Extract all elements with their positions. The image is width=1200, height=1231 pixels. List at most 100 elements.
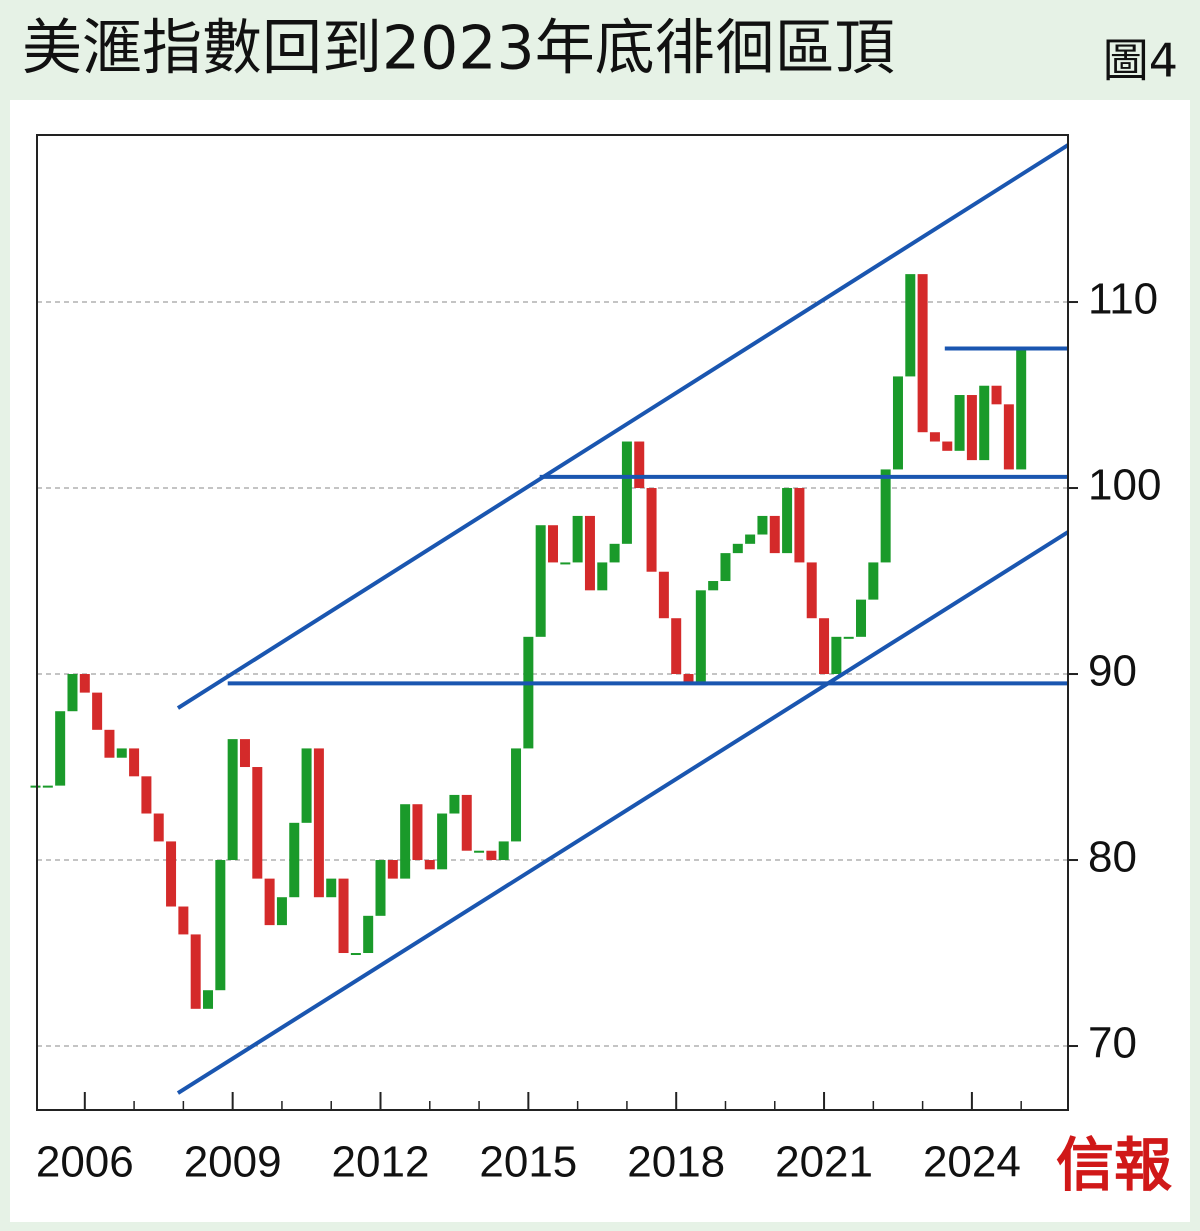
x-tick-label: 2018 [627,1138,725,1187]
candle [178,906,189,935]
candle [843,636,854,639]
candle [547,525,558,563]
candle [375,860,386,916]
candle [338,878,349,954]
y-tick-label: 100 [1088,461,1161,510]
x-tick-label: 2012 [332,1138,430,1187]
x-tick-label: 2009 [184,1138,282,1187]
candle [67,674,78,712]
candle [831,636,842,675]
candle [708,581,719,591]
plot: 70 80 90 100 110 2006 2009 2012 2015 2018 2021 2024 [30,143,1161,1187]
candle [646,488,657,572]
candle [363,915,374,954]
candle [461,794,472,851]
candle [782,488,793,554]
candle [966,395,977,461]
candle [560,562,571,565]
candle [474,850,485,853]
candle [55,711,66,786]
candle [30,785,41,788]
candle [597,562,608,591]
candle [1003,404,1014,470]
candle [350,953,361,956]
candle [819,618,830,675]
candle [424,860,435,870]
candle [856,599,867,637]
candle [215,860,226,991]
candle [104,729,115,758]
candle [621,441,632,544]
candle [942,441,953,451]
candle [634,441,645,489]
candle [683,674,694,684]
candle [794,488,805,563]
candle [153,813,164,842]
candle [720,553,731,582]
candle [806,562,817,619]
candle [437,813,448,870]
candle [769,515,780,554]
candle [276,897,287,926]
x-tick-label: 2015 [479,1138,577,1187]
candle [301,748,312,823]
plot-frame [36,134,1069,1111]
candle [892,376,903,470]
candle [732,543,743,554]
x-tick-label: 2021 [775,1138,873,1187]
candle [511,748,522,842]
source-logo: 信報 [1056,1131,1172,1199]
channel-line [176,530,1070,1095]
candle [880,469,891,563]
y-tick-label: 80 [1088,833,1137,882]
candle [609,543,620,563]
candle [979,385,990,461]
candle [1016,348,1027,470]
candle [141,776,152,814]
candle [757,515,768,535]
candle [289,822,300,898]
candle [498,841,509,861]
chart-title: 美滙指數回到2023年底徘徊區頂 [22,14,895,84]
candle [79,674,90,693]
candle [166,841,177,907]
candle [671,618,682,675]
candle [991,385,1002,405]
x-tick-label: 2024 [923,1138,1021,1187]
candle [695,590,706,684]
candle [252,767,263,879]
figure-label: 圖4 [1103,34,1178,88]
x-tick-label: 2006 [36,1138,134,1187]
y-tick-label: 90 [1088,647,1137,696]
candle [129,748,140,777]
candle [239,739,250,768]
candle [954,395,965,451]
panel [10,100,1190,1222]
candle [449,794,460,814]
candle [116,748,127,758]
y-tick-label: 70 [1088,1019,1137,1068]
candle [42,785,53,788]
candle [572,515,583,563]
candle [313,748,324,898]
candle [905,274,916,377]
candle [203,990,214,1009]
candle [745,534,756,544]
candle [584,515,595,591]
candle [326,878,337,898]
candle [400,804,411,879]
candle [264,878,275,926]
candle [535,525,546,637]
candle [523,636,534,749]
candle [387,860,398,879]
candle [227,739,238,861]
candle [917,274,928,433]
candle [92,692,103,730]
candle [190,934,201,1009]
y-tick-label: 110 [1088,275,1158,324]
candle [412,804,423,861]
candle [658,571,669,619]
candle [929,432,940,442]
candle [868,562,879,600]
